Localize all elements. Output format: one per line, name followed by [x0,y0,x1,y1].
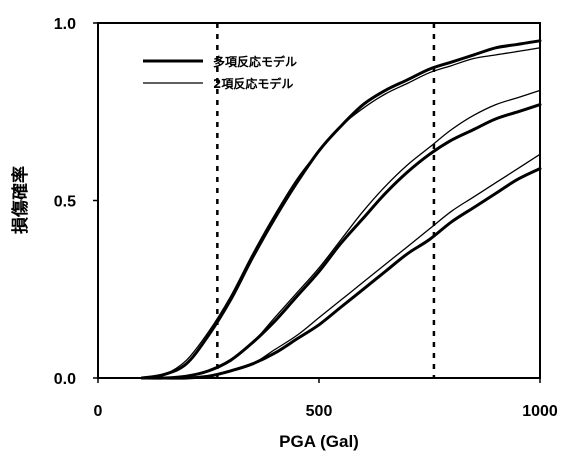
series-lines [140,39,542,380]
legend-label-binomial: 2項反応モデル [213,76,293,91]
y-axis-ticks: 0.0 0.5 1.0 [54,16,98,388]
series-line-1 [141,47,541,379]
x-axis-ticks: 0 500 1000 [94,378,558,420]
reference-lines [216,23,436,378]
x-tick-label-0: 0 [94,403,103,420]
series-line-0 [140,39,542,380]
y-tick-label-2: 1.0 [54,16,76,33]
series-line-5 [141,153,541,379]
y-axis-title: 損傷確率 [10,166,30,234]
x-tick-label-1: 500 [306,403,333,420]
y-tick-label-1: 0.5 [54,194,76,211]
series-line-3 [141,89,541,379]
x-tick-label-2: 1000 [522,403,558,420]
legend-label-multinomial: 多項反応モデル [213,54,297,69]
y-tick-label-0: 0.0 [54,371,76,388]
legend: 多項反応モデル 2項反応モデル [143,54,297,91]
x-axis-title: PGA (Gal) [279,432,359,451]
series-line-2 [140,103,542,380]
